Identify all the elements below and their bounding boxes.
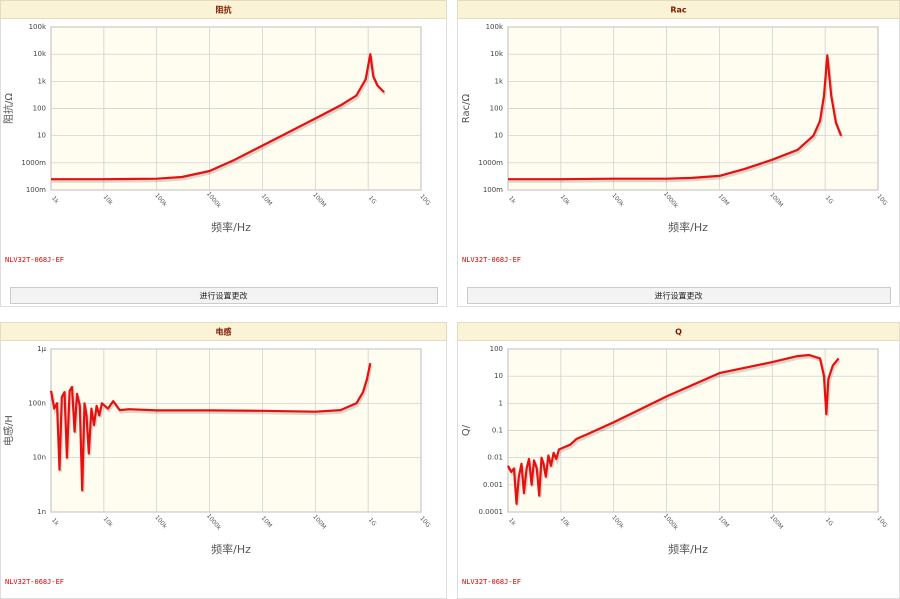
y-tick-label: 1k	[37, 77, 46, 85]
x-tick-label: 1G	[824, 517, 835, 528]
y-tick-label: 10k	[490, 50, 504, 58]
settings-button[interactable]	[10, 287, 438, 304]
panel-title: 阻抗	[216, 5, 232, 15]
y-tick-label: 0.01	[487, 454, 503, 462]
x-tick-label: 1k	[50, 195, 60, 205]
y-tick-label: 100	[33, 105, 46, 113]
y-tick-label: 1n	[37, 508, 46, 516]
y-tick-label: 10	[37, 132, 46, 140]
y-tick-label: 100n	[28, 399, 46, 407]
y-tick-label: 100k	[29, 23, 47, 31]
y-tick-label: 1000m	[21, 159, 46, 167]
panel-title: Rac	[670, 6, 687, 15]
y-axis-label: Rac/Ω	[461, 93, 472, 123]
y-tick-label: 10	[494, 372, 503, 380]
panel-title: Q	[675, 328, 682, 337]
y-axis-label: Q/	[461, 424, 472, 436]
y-tick-label: 1μ	[37, 345, 46, 353]
x-tick-label: 1k	[50, 517, 60, 527]
part-number: NLV32T-068J-EF	[462, 256, 521, 264]
y-tick-label: 0.0001	[479, 508, 504, 516]
x-tick-label: 1k	[507, 195, 517, 205]
y-axis-label: 电感/H	[2, 415, 15, 446]
x-tick-label: 1G	[824, 195, 835, 206]
panel-header	[0, 0, 447, 19]
y-tick-label: 0.001	[483, 481, 503, 489]
x-tick-label: 1G	[367, 517, 378, 528]
y-tick-label: 100m	[26, 186, 46, 194]
y-tick-label: 10	[494, 132, 503, 140]
settings-button-label[interactable]: 进行设置更改	[200, 291, 248, 301]
x-axis-label: 频率/Hz	[211, 220, 251, 234]
data-line	[507, 353, 840, 505]
y-tick-label: 10n	[33, 454, 46, 462]
panel-title: 电感	[216, 327, 232, 337]
data-line	[51, 53, 385, 181]
part-number: NLV32T-068J-EF	[462, 578, 521, 586]
y-tick-label: 1k	[494, 77, 503, 85]
y-tick-label: 100	[490, 105, 503, 113]
data-line	[49, 362, 372, 492]
x-axis-label: 频率/Hz	[668, 220, 708, 234]
x-axis-label: 频率/Hz	[211, 542, 251, 556]
y-tick-label: 100	[490, 345, 503, 353]
y-axis-label: 阻抗/Ω	[2, 93, 15, 124]
settings-button-label[interactable]: 进行设置更改	[655, 291, 703, 301]
y-tick-label: 1000m	[478, 159, 503, 167]
plot-area	[50, 348, 422, 513]
x-axis-label: 频率/Hz	[668, 542, 708, 556]
panel-header	[0, 322, 447, 341]
y-tick-label: 100k	[486, 23, 504, 31]
y-tick-label: 10k	[33, 50, 47, 58]
part-number: NLV32T-068J-EF	[5, 578, 64, 586]
part-number: NLV32T-068J-EF	[5, 256, 64, 264]
x-tick-label: 1k	[507, 517, 517, 527]
x-tick-label: 1G	[367, 195, 378, 206]
y-tick-label: 100m	[483, 186, 503, 194]
y-tick-label: 0.1	[492, 427, 503, 435]
data-line	[508, 54, 843, 181]
y-tick-label: 1	[499, 399, 503, 407]
settings-button[interactable]	[467, 287, 891, 304]
